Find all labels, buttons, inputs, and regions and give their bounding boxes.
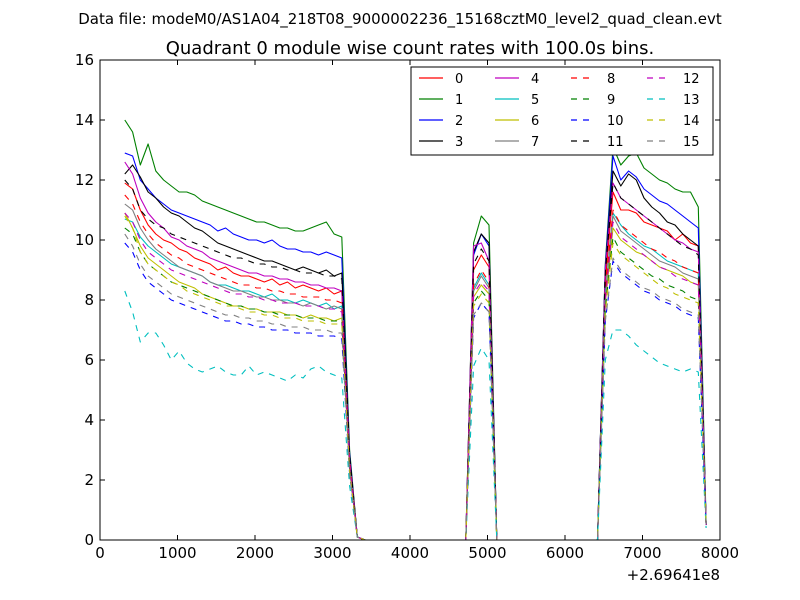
y-tick-label: 2 [84,471,94,489]
legend-label-4: 4 [531,72,539,87]
legend-label-3: 3 [455,135,463,150]
y-tick-label: 14 [75,111,94,129]
x-tick-label: 1000 [158,544,196,562]
legend-label-13: 13 [683,93,700,108]
y-tick-label: 10 [75,231,94,249]
y-tick-label: 12 [75,171,94,189]
x-tick-label: 4000 [391,544,429,562]
legend-label-14: 14 [683,114,700,129]
x-tick-label: 6000 [546,544,584,562]
x-tick-label: 5000 [468,544,506,562]
y-tick-label: 4 [84,411,94,429]
y-tick-label: 16 [75,51,94,69]
legend-label-6: 6 [531,114,539,129]
y-tick-label: 0 [84,531,94,549]
x-tick-label: 0 [95,544,105,562]
legend-label-9: 9 [607,93,615,108]
legend-label-12: 12 [683,72,700,87]
y-tick-label: 6 [84,351,94,369]
chart-title: Quadrant 0 module wise count rates with … [166,38,655,59]
legend-label-2: 2 [455,114,463,129]
legend-label-15: 15 [683,135,700,150]
x-tick-label: 3000 [313,544,351,562]
suptitle: Data file: modeM0/AS1A04_218T08_90000022… [78,10,722,29]
legend-box [410,66,714,156]
x-tick-label: 8000 [701,544,739,562]
x-tick-label: 7000 [623,544,661,562]
legend-label-5: 5 [531,93,539,108]
legend-label-1: 1 [455,93,463,108]
axes: 0 1000 2000 3000 4000 5000 6000 7000 80000246810… [75,51,739,562]
series-line-8 [124,194,707,541]
legend-label-10: 10 [607,114,624,129]
series-line-12 [124,212,707,541]
x-tick-label: 2000 [236,544,274,562]
legend-label-7: 7 [531,135,539,150]
legend-label-8: 8 [607,72,615,87]
x-offset-label: +2.69641e8 [627,566,720,584]
legend-label-0: 0 [455,72,463,87]
legend-label-11: 11 [607,135,624,150]
y-tick-label: 8 [84,291,94,309]
